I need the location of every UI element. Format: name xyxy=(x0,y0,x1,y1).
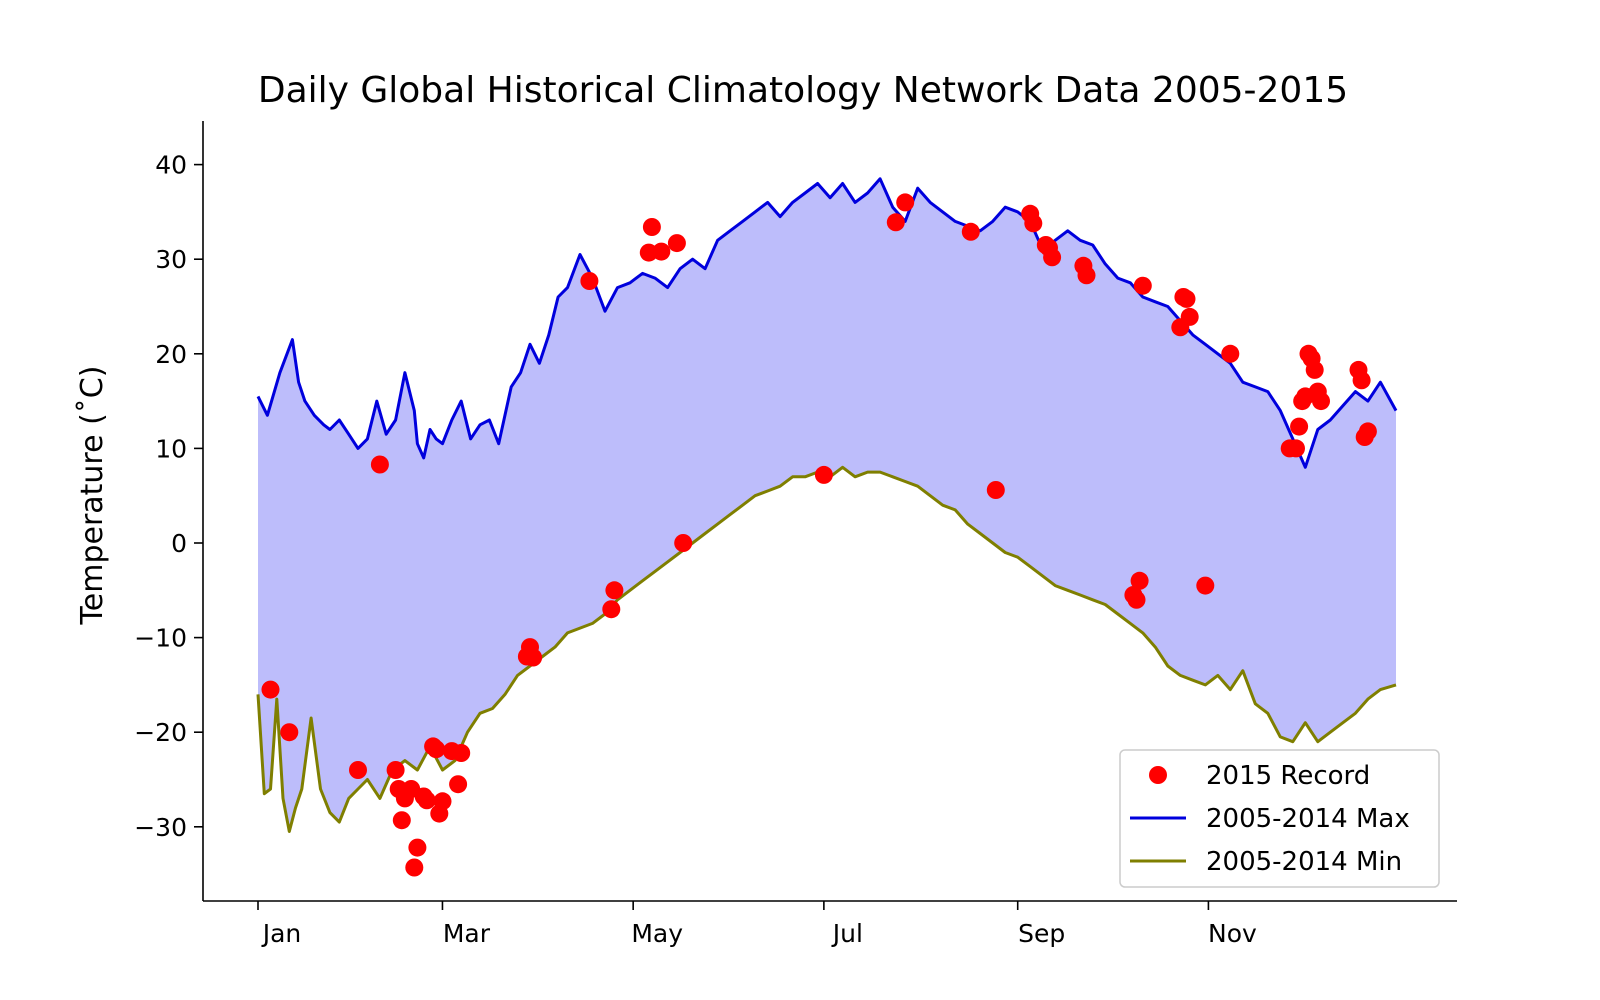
plot-area xyxy=(256,177,1398,877)
record-point xyxy=(1305,360,1324,379)
range-fill xyxy=(258,178,1396,832)
record-point xyxy=(986,481,1005,499)
y-tick-label: 0 xyxy=(171,529,187,558)
legend-label: 2015 Record xyxy=(1206,761,1370,791)
y-tick-label: 20 xyxy=(155,340,187,369)
record-point xyxy=(1077,266,1096,285)
record-point xyxy=(652,242,671,261)
record-point xyxy=(1221,344,1240,363)
legend-label: 2005-2014 Max xyxy=(1206,804,1410,834)
record-point xyxy=(667,234,686,253)
x-tick-label: May xyxy=(631,919,683,948)
record-point xyxy=(1196,576,1215,595)
record-point xyxy=(261,680,280,699)
record-point xyxy=(1133,276,1152,295)
x-tick-label: Sep xyxy=(1018,919,1065,948)
record-point xyxy=(408,838,427,857)
record-point xyxy=(1177,289,1196,308)
record-point xyxy=(896,193,915,212)
y-tick-label: −10 xyxy=(134,624,187,653)
record-point xyxy=(1127,590,1146,609)
legend: 2015 Record 2005-2014 Max 2005-2014 Min xyxy=(1119,749,1440,888)
record-point xyxy=(405,858,424,877)
record-point xyxy=(814,465,833,484)
record-point xyxy=(1352,371,1371,390)
record-point xyxy=(433,792,452,811)
y-tick-label: −20 xyxy=(134,718,187,747)
record-point xyxy=(961,222,980,241)
record-point xyxy=(370,455,389,474)
record-point xyxy=(1287,439,1305,458)
y-tick-label: −30 xyxy=(134,813,187,842)
record-point xyxy=(452,744,471,762)
record-point xyxy=(1043,248,1062,267)
record-point xyxy=(524,648,543,667)
record-point xyxy=(1180,307,1199,326)
x-tick-label: Jan xyxy=(261,919,302,948)
record-point xyxy=(1290,417,1309,436)
x-tick-label: Mar xyxy=(443,919,491,948)
record-point xyxy=(386,761,405,779)
legend-label: 2005-2014 Min xyxy=(1206,847,1402,877)
y-axis-label: Temperature (˚C) xyxy=(75,366,110,626)
x-tick-label: Jul xyxy=(831,919,863,948)
record-point xyxy=(449,775,468,794)
legend-marker-record xyxy=(1149,766,1167,784)
record-point xyxy=(602,600,621,619)
record-point xyxy=(392,811,411,830)
axes: −30 −20 −10 0 10 20 30 40 Jan Mar May Jul Sep Nov xyxy=(134,121,1457,948)
y-tick-label: 10 xyxy=(155,434,187,463)
record-point xyxy=(1358,422,1377,441)
record-point xyxy=(417,791,436,810)
record-point xyxy=(674,534,693,552)
record-point xyxy=(605,581,624,600)
y-tick-label: 30 xyxy=(155,245,187,274)
record-point xyxy=(427,740,446,759)
record-point xyxy=(580,272,599,290)
chart-title: Daily Global Historical Climatology Netw… xyxy=(258,70,1348,111)
record-point xyxy=(642,218,661,236)
record-point xyxy=(1024,214,1043,233)
record-point xyxy=(886,213,905,232)
record-point xyxy=(349,761,367,779)
y-tick-label: 40 xyxy=(155,151,187,180)
legend-box xyxy=(1119,749,1440,888)
record-point xyxy=(1312,392,1330,411)
x-tick-label: Nov xyxy=(1208,919,1257,948)
record-point xyxy=(1130,571,1149,590)
record-point xyxy=(280,723,299,742)
